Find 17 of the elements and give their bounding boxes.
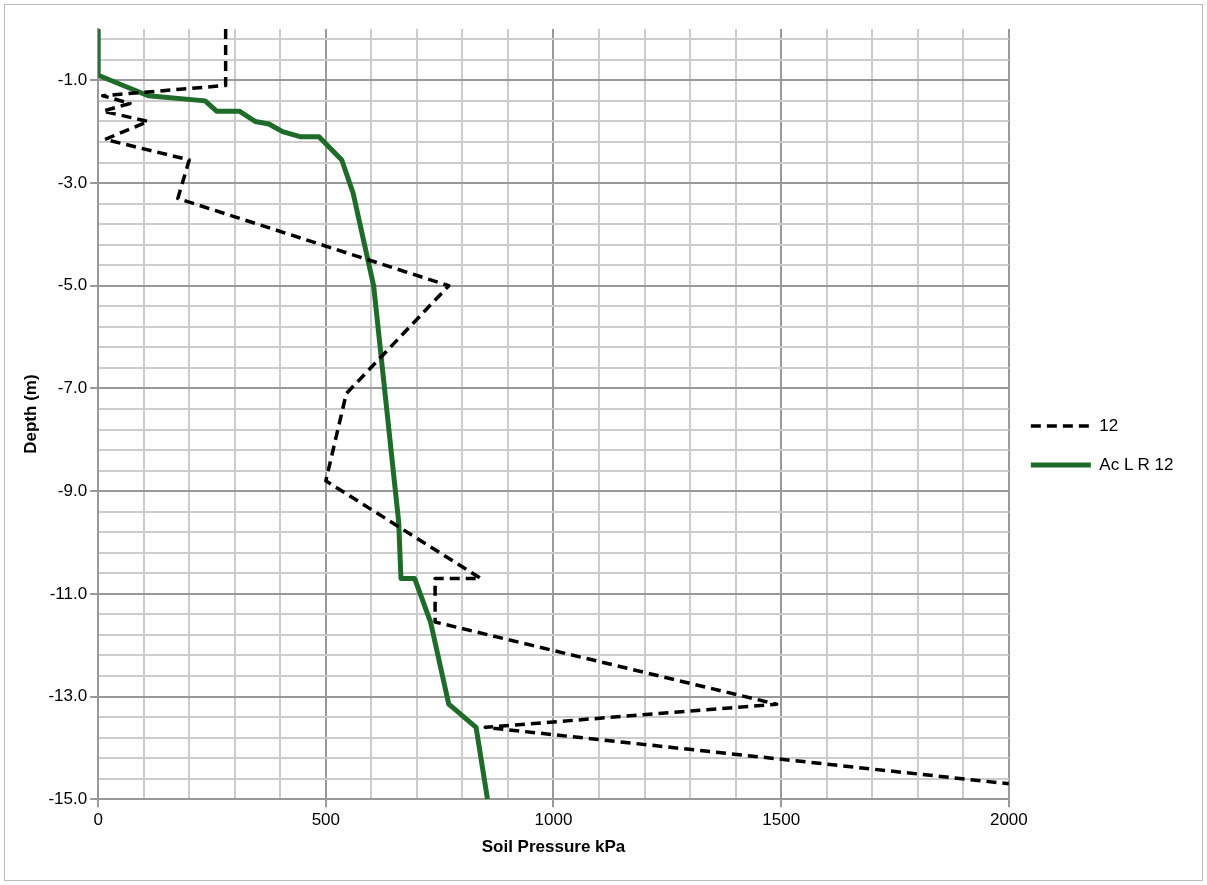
x-tick-label: 500 <box>311 810 341 830</box>
y-tick-label: -13.0 <box>48 686 88 706</box>
y-tick-label: -11.0 <box>49 583 88 603</box>
x-tick-label: 1500 <box>762 810 801 830</box>
x-tick-label: 0 <box>93 810 103 830</box>
x-axis-title: Soil Pressure kPa <box>481 837 626 857</box>
x-tick-label: 2000 <box>989 810 1028 830</box>
y-tick-label: -5.0 <box>57 275 88 295</box>
y-tick-label: -7.0 <box>57 378 88 398</box>
y-tick-label: -15.0 <box>48 788 88 808</box>
y-tick-label: -3.0 <box>57 172 88 192</box>
legend-label: Ac L R 12 <box>1099 454 1174 474</box>
y-axis-title: Depth (m) <box>20 374 40 454</box>
x-tick-label: 1000 <box>534 810 573 830</box>
y-tick-label: -1.0 <box>57 70 88 90</box>
legend-label: 12 <box>1099 415 1119 435</box>
y-tick-label: -9.0 <box>57 480 88 500</box>
